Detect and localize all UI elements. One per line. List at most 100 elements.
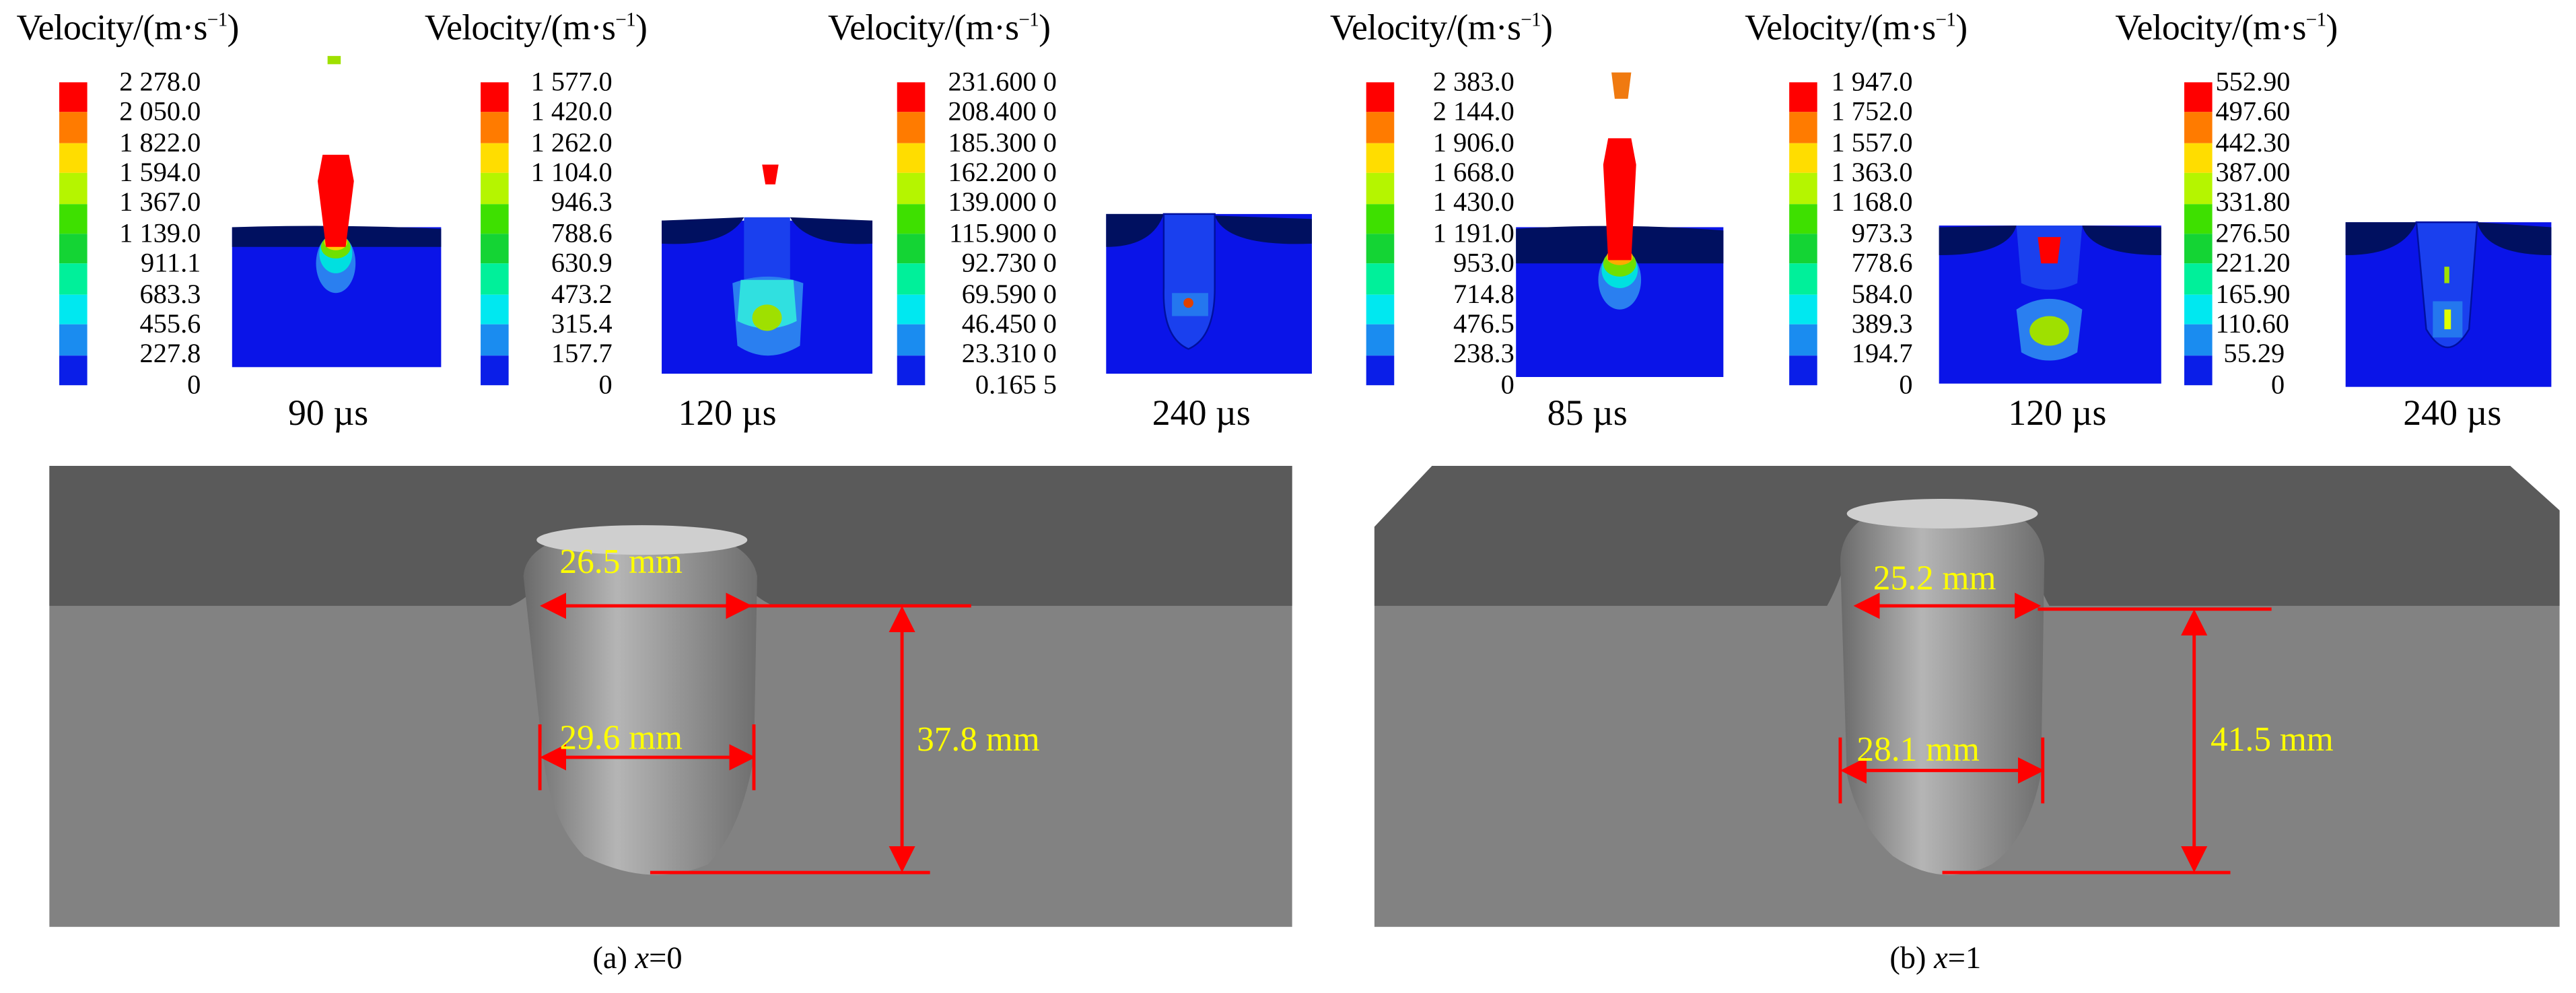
colorbar-label: 552.90 bbox=[2215, 65, 2291, 97]
caption-b-prefix: (b) bbox=[1889, 941, 1935, 977]
colorbar-label: 778.6 bbox=[1851, 247, 1913, 279]
colorbar-label: 185.300 0 bbox=[948, 126, 1057, 158]
colorbar-label: 1 822.0 bbox=[119, 126, 201, 158]
colorbar-label: 1 168.0 bbox=[1831, 186, 1913, 218]
colorbar-label: 630.9 bbox=[551, 247, 613, 279]
colorbar-band bbox=[897, 203, 926, 234]
colorbar-label: 1 594.0 bbox=[119, 156, 201, 188]
colorbar-band bbox=[1366, 234, 1395, 265]
colorbar-label: 1 191.0 bbox=[1432, 217, 1515, 248]
colorbar-label: 23.310 0 bbox=[961, 338, 1057, 370]
colorbar-band bbox=[1366, 82, 1395, 113]
colorbar-band bbox=[1789, 203, 1817, 234]
colorbar-label: 788.6 bbox=[551, 217, 613, 248]
legend-title-text: Velocity/(m·s bbox=[828, 6, 1019, 48]
time-label: 90 µs bbox=[287, 392, 369, 434]
colorbar-labels: 231.600 0 208.400 0 185.300 0 162.200 0 139.… bbox=[928, 66, 1057, 401]
legend-title-exponent: −1 bbox=[1935, 7, 1956, 31]
colorbar-label: 911.1 bbox=[141, 247, 201, 279]
colorbar-band bbox=[2184, 203, 2213, 234]
colorbar-band bbox=[59, 264, 88, 295]
colorbar-band bbox=[897, 264, 926, 295]
colorbar-band bbox=[897, 234, 926, 265]
colorbar-label: 1 906.0 bbox=[1432, 126, 1515, 158]
colorbar-label: 194.7 bbox=[1851, 338, 1913, 370]
colorbar-band bbox=[2184, 82, 2213, 113]
colorbar-label: 0 bbox=[1899, 368, 1913, 400]
colorbar-band bbox=[1789, 264, 1817, 295]
legend-title-close: ) bbox=[1540, 6, 1553, 48]
colorbar-label: 157.7 bbox=[551, 338, 613, 370]
colorbar-band bbox=[1789, 82, 1817, 113]
colorbar-band bbox=[2184, 294, 2213, 325]
legend-title-text: Velocity/(m·s bbox=[424, 6, 616, 48]
colorbar-label: 584.0 bbox=[1851, 277, 1913, 309]
colorbar-band bbox=[59, 294, 88, 325]
colorbar-band bbox=[2184, 234, 2213, 265]
colorbar-label: 1 367.0 bbox=[119, 186, 201, 218]
colorbar-label: 2 144.0 bbox=[1432, 96, 1515, 127]
colorbar-band bbox=[1366, 112, 1395, 143]
colorbar-label: 473.2 bbox=[551, 277, 613, 309]
colorbar-label: 2 278.0 bbox=[119, 65, 201, 97]
colorbar-labels: 552.90 497.60 442.30 387.00 331.80 276.50 221.… bbox=[2215, 65, 2291, 401]
legend-title-text: Velocity/(m·s bbox=[1745, 6, 1936, 48]
colorbar-label: 476.5 bbox=[1453, 308, 1515, 339]
crater-b-top-width: 25.2 mm bbox=[1873, 559, 1996, 597]
caption-b-value: =1 bbox=[1947, 941, 1982, 977]
colorbar bbox=[481, 82, 509, 386]
colorbar-label: 55.29 bbox=[2223, 338, 2285, 370]
colorbar bbox=[59, 82, 88, 386]
colorbar-band bbox=[897, 294, 926, 325]
colorbar-band bbox=[481, 355, 509, 386]
colorbar-label: 1 752.0 bbox=[1831, 96, 1913, 127]
crater-panel-b: 25.2 mm 28.1 mm 41.5 mm bbox=[1374, 466, 2560, 927]
colorbar-label: 442.30 bbox=[2215, 126, 2291, 158]
colorbar-band bbox=[481, 82, 509, 113]
colorbar-band bbox=[2184, 112, 2213, 143]
colorbar bbox=[897, 82, 926, 386]
colorbar-band bbox=[2184, 355, 2213, 386]
colorbar-band bbox=[1789, 173, 1817, 204]
snapshot-a-90us bbox=[232, 56, 442, 368]
colorbar-band bbox=[481, 324, 509, 355]
crater-b-depth: 41.5 mm bbox=[2211, 720, 2334, 759]
snapshot-b-120us bbox=[1939, 226, 2161, 384]
colorbar-labels: 1 947.0 1 752.0 1 557.0 1 363.0 1 168.0 973.3… bbox=[1821, 66, 1913, 401]
legend-title-exponent: −1 bbox=[1521, 7, 1541, 31]
colorbar-label: 276.50 bbox=[2215, 217, 2291, 248]
caption-a: (a) x=0 bbox=[592, 942, 682, 978]
colorbar-band bbox=[59, 173, 88, 204]
crater-a-top-width: 26.5 mm bbox=[559, 543, 683, 581]
colorbar-band bbox=[481, 173, 509, 204]
colorbar-label: 69.590 0 bbox=[961, 277, 1057, 309]
colorbar-label: 162.200 0 bbox=[948, 156, 1057, 188]
caption-a-prefix: (a) bbox=[592, 941, 635, 977]
colorbar-band bbox=[481, 203, 509, 234]
legend-title-close: ) bbox=[1955, 6, 1968, 48]
colorbar bbox=[1789, 82, 1817, 386]
legend-title-close: ) bbox=[2326, 6, 2338, 48]
time-label: 120 µs bbox=[678, 392, 777, 434]
time-label: 240 µs bbox=[1152, 392, 1251, 434]
colorbar-band bbox=[59, 324, 88, 355]
colorbar-band bbox=[59, 234, 88, 265]
colorbar-label: 1 557.0 bbox=[1831, 126, 1913, 158]
colorbar-labels: 2 383.0 2 144.0 1 906.0 1 668.0 1 430.0 1 191… bbox=[1396, 66, 1515, 401]
colorbar-label: 92.730 0 bbox=[961, 247, 1057, 279]
legend-title-exponent: −1 bbox=[207, 7, 228, 31]
colorbar-label: 165.90 bbox=[2215, 277, 2291, 309]
colorbar-label: 0 bbox=[2271, 368, 2285, 400]
legend-title: Velocity/(m·s−1) bbox=[2115, 6, 2338, 50]
colorbar-label: 953.0 bbox=[1453, 247, 1515, 279]
crater-a-depth: 37.8 mm bbox=[917, 720, 1040, 759]
colorbar-band bbox=[1789, 294, 1817, 325]
colorbar-label: 139.000 0 bbox=[948, 186, 1057, 218]
legend-title: Velocity/(m·s−1) bbox=[1330, 6, 1553, 50]
colorbar-label: 497.60 bbox=[2215, 96, 2291, 127]
crater-b-mid-width: 28.1 mm bbox=[1856, 730, 1980, 769]
legend-title-exponent: −1 bbox=[2305, 7, 2327, 31]
colorbar-band bbox=[59, 203, 88, 234]
colorbar-label: 1 262.0 bbox=[530, 126, 613, 158]
